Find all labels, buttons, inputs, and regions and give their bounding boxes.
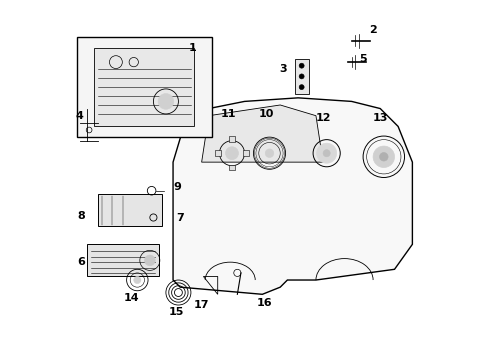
Circle shape: [134, 276, 141, 284]
Text: 7: 7: [176, 212, 184, 222]
Circle shape: [323, 150, 329, 157]
Bar: [214, 150, 220, 156]
Text: 1: 1: [188, 43, 196, 53]
Text: 17: 17: [193, 300, 209, 310]
Circle shape: [264, 149, 273, 157]
Circle shape: [225, 147, 238, 159]
Circle shape: [144, 255, 155, 266]
Bar: [243, 150, 248, 156]
Bar: [294, 59, 308, 94]
Text: 8: 8: [78, 211, 85, 221]
Text: 4: 4: [76, 111, 83, 121]
Circle shape: [299, 63, 304, 68]
Text: 6: 6: [78, 257, 85, 267]
Text: 13: 13: [372, 113, 387, 123]
Bar: [87, 244, 159, 276]
Text: 3: 3: [279, 64, 287, 74]
Circle shape: [158, 94, 173, 109]
Text: 12: 12: [315, 113, 330, 123]
PathPatch shape: [201, 105, 323, 162]
Bar: [229, 165, 234, 170]
Circle shape: [379, 153, 387, 161]
Text: 15: 15: [168, 307, 184, 317]
Text: 9: 9: [173, 182, 181, 192]
Text: 14: 14: [124, 293, 140, 302]
Text: 10: 10: [258, 109, 273, 119]
Bar: [98, 194, 162, 226]
Bar: [94, 48, 194, 126]
Text: 16: 16: [257, 298, 272, 308]
Text: 2: 2: [369, 25, 377, 35]
Circle shape: [299, 74, 304, 79]
Circle shape: [299, 85, 304, 90]
Circle shape: [372, 146, 394, 167]
Text: 5: 5: [358, 54, 366, 64]
Circle shape: [316, 143, 336, 163]
Bar: [77, 37, 212, 137]
PathPatch shape: [173, 98, 411, 294]
Text: 11: 11: [220, 109, 236, 119]
Bar: [229, 136, 234, 142]
